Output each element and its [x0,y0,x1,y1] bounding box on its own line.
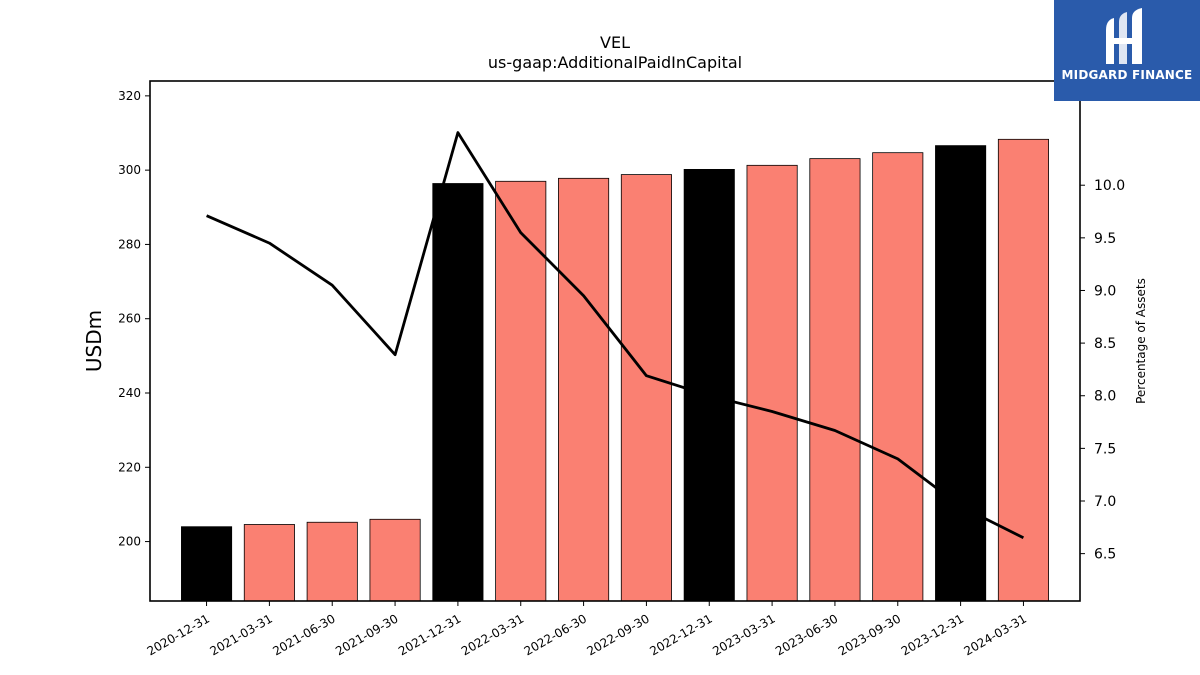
y-axis: 200 220 240 260 280 300 320 [118,89,150,549]
y-tick-label: 220 [118,460,141,474]
y2-tick-label: 8.0 [1094,389,1116,405]
bar [872,152,924,602]
bar [558,177,610,602]
x-tick-label: 2022-06-30 [522,611,589,658]
y-tick-label: 300 [118,163,141,177]
y2-axis: 6.5 7.0 7.5 8.0 8.5 9.0 9.5 10.0 [1080,178,1125,563]
y2-tick-label: 6.5 [1094,547,1116,563]
y-tick-label: 260 [118,312,141,326]
x-tick-label: 2021-06-30 [270,611,337,658]
y-tick-label: 280 [118,237,141,251]
x-tick-label: 2024-03-31 [962,611,1029,658]
x-tick-label: 2020-12-31 [145,611,212,658]
bar [683,168,735,602]
x-tick-label: 2023-12-31 [899,611,966,658]
y2-tick-label: 7.5 [1094,441,1116,457]
bar [997,138,1049,602]
bar [495,180,547,602]
chart-title: VEL [600,33,630,52]
plot-frame [149,80,1081,602]
chart-subtitle: us-gaap:AdditionalPaidInCapital [488,53,742,72]
x-axis: 2020-12-312021-03-312021-06-302021-09-30… [145,601,1029,658]
series-line [206,131,1025,540]
y-tick-label: 320 [118,89,141,103]
y-tick-label: 200 [118,535,141,549]
brand-logo: MIDGARD FINANCE [1054,0,1200,101]
x-tick-label: 2022-03-31 [459,611,526,658]
bars [181,138,1049,602]
midgard-logo-icon [1106,8,1142,64]
y2-tick-label: 7.0 [1094,494,1116,510]
x-tick-label: 2022-09-30 [585,611,652,658]
y2-tick-label: 8.5 [1094,336,1116,352]
line-layer [206,131,1025,540]
y-axis-label: USDm [82,310,106,372]
brand-logo-text: MIDGARD FINANCE [1061,68,1193,82]
x-tick-label: 2023-09-30 [836,611,903,658]
bar [809,158,861,602]
bar [746,164,798,602]
x-tick-label: 2021-03-31 [207,611,274,658]
bar [432,183,484,602]
x-tick-label: 2023-03-31 [710,611,777,658]
y2-tick-label: 9.5 [1094,231,1116,247]
bar [243,524,295,602]
x-tick-label: 2023-06-30 [773,611,840,658]
x-tick-label: 2022-12-31 [647,611,714,658]
x-tick-label: 2021-09-30 [333,611,400,658]
bar [306,521,358,602]
y-tick-label: 240 [118,386,141,400]
y2-tick-label: 9.0 [1094,283,1116,299]
y2-axis-label: Percentage of Assets [1134,278,1148,404]
bar [620,174,672,602]
y2-tick-label: 10.0 [1094,178,1125,194]
x-tick-label: 2021-12-31 [396,611,463,658]
bar [181,526,233,602]
bar [935,145,987,602]
bar [369,518,421,602]
